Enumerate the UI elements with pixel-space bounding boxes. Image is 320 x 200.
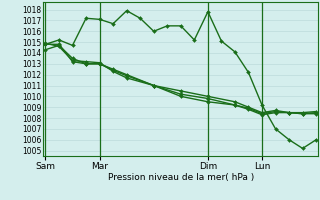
X-axis label: Pression niveau de la mer( hPa ): Pression niveau de la mer( hPa ) (108, 173, 254, 182)
